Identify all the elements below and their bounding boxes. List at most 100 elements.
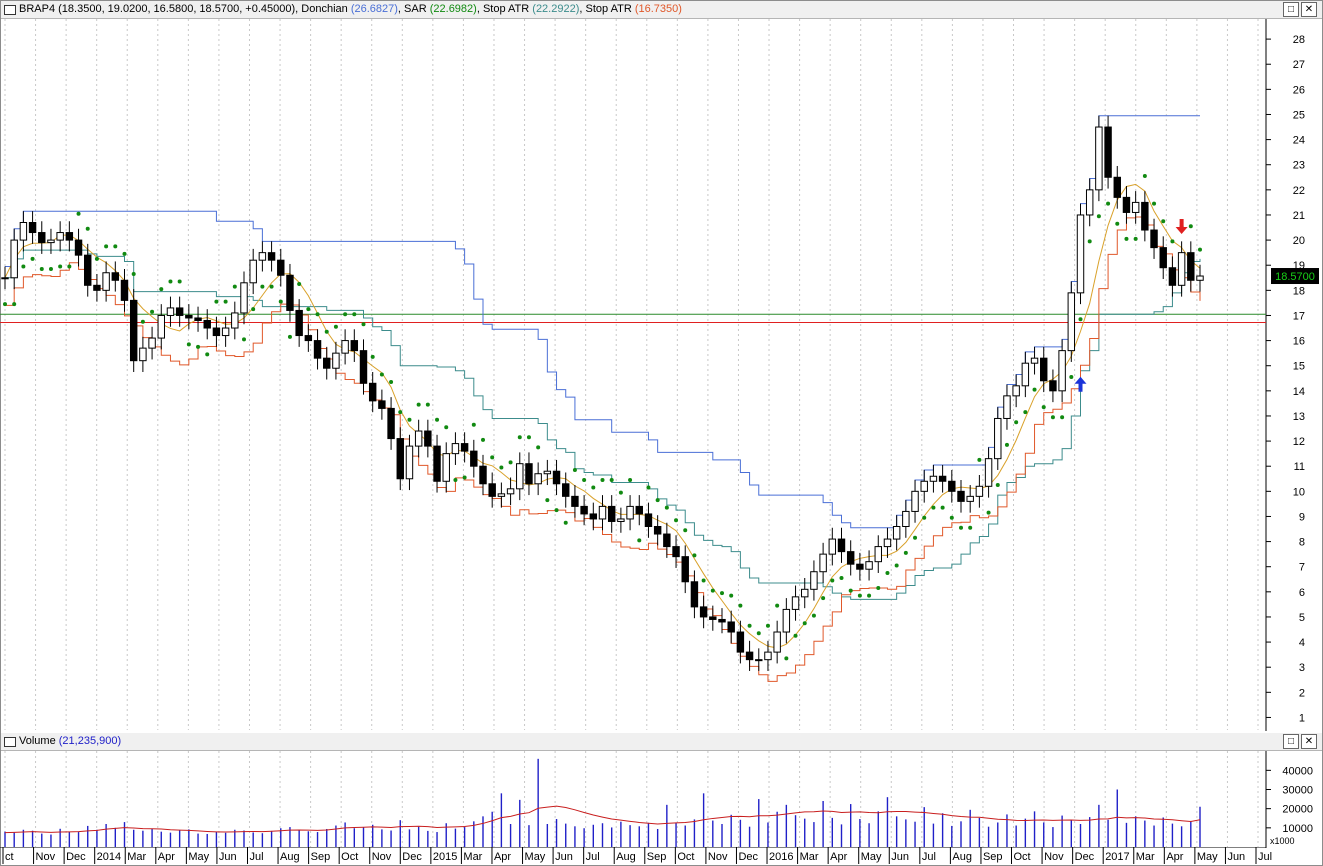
candle-body (1021, 362, 1030, 387)
candle-body (304, 335, 313, 342)
price-y-tick-label: 26 (1293, 84, 1305, 96)
candle-body (938, 475, 947, 482)
sar-dot (398, 410, 403, 415)
time-axis-label: Oct (677, 851, 694, 863)
sar-dot (710, 588, 715, 593)
candle-body (948, 480, 956, 492)
candle-body (782, 608, 791, 633)
candle-body (920, 480, 928, 492)
sar-dot (12, 302, 17, 307)
sar-dot (637, 538, 642, 543)
sar-dot (333, 324, 338, 329)
candle-body (313, 340, 322, 359)
candle-body (295, 309, 303, 337)
candle-body (911, 490, 919, 512)
stop-atr-line (5, 249, 1201, 600)
sar-dot (1152, 201, 1157, 206)
sar-dot (1161, 219, 1166, 224)
sar-dot (379, 372, 384, 377)
price-y-tick-label: 1 (1299, 712, 1305, 724)
buy-arrow-marker (1074, 376, 1087, 392)
price-y-tick-label: 10 (1293, 486, 1305, 498)
moving-average-line (4, 183, 1201, 649)
candle-body (249, 259, 257, 284)
candle-body (975, 485, 984, 497)
candle-body (433, 445, 441, 482)
candle-body (690, 581, 699, 608)
candle-body (28, 222, 37, 234)
candle-body (745, 651, 754, 661)
volume-restore-button[interactable]: □ (1283, 734, 1299, 749)
sar-dot (857, 593, 862, 598)
time-axis-label: Mar (463, 851, 482, 863)
sar-dot (1069, 375, 1074, 380)
sar-dot (122, 251, 127, 256)
candle-body (1049, 380, 1057, 392)
sar-dot (1078, 317, 1083, 322)
time-axis-label: Aug (280, 851, 300, 863)
candle-body (166, 307, 175, 316)
volume-close-button[interactable]: ✕ (1301, 734, 1317, 749)
sar-dot (435, 417, 440, 422)
candle-body (791, 596, 800, 610)
price-y-tick-label: 16 (1293, 336, 1305, 348)
time-axis-label: Dec (1075, 851, 1095, 863)
candle-body (883, 538, 892, 548)
sar-dot (499, 465, 504, 470)
sar-dot (94, 256, 99, 261)
candle-body (405, 445, 414, 480)
candle-body (1131, 201, 1140, 213)
sar-dot (425, 402, 430, 407)
sar-dot (913, 535, 918, 540)
candle-body (240, 282, 248, 314)
restore-button[interactable]: □ (1283, 2, 1299, 17)
price-y-tick-label: 25 (1293, 109, 1305, 121)
sar-dot (297, 282, 302, 287)
sar-dot (223, 299, 228, 304)
sar-dot (242, 337, 246, 342)
time-axis-label: Nov (1044, 851, 1064, 863)
candle-body (38, 232, 46, 244)
time-axis-label: 2016 (769, 851, 793, 863)
candle-body (414, 430, 423, 447)
sar-dot (416, 402, 421, 407)
candle-body (1040, 357, 1048, 382)
sar-dot (720, 591, 724, 596)
volume-legend: Volume (21,235,900) (19, 735, 121, 747)
sar-dot (389, 380, 394, 385)
candle-body (47, 239, 55, 244)
close-button[interactable]: ✕ (1301, 2, 1317, 17)
candle-body (286, 274, 294, 311)
sar-dot (545, 498, 550, 503)
candle-body (175, 307, 184, 316)
candle-body (589, 513, 598, 520)
sar-dot (784, 656, 789, 661)
time-axis-label: May (1197, 851, 1218, 863)
sar-dot (186, 342, 191, 347)
sar-dot (940, 505, 945, 510)
price-y-tick-label: 24 (1293, 135, 1305, 147)
pane-menu-icon[interactable] (4, 5, 16, 15)
volume-y-tick-label: 10000 (1282, 823, 1313, 835)
candle-body (258, 252, 267, 261)
indicator-donchian-value: (26.6827) (350, 3, 398, 15)
sar-dot (949, 515, 954, 520)
sar-dot (756, 631, 761, 636)
candle-body (562, 483, 570, 497)
sar-dot (48, 266, 53, 271)
time-axis-label: Dec (738, 851, 758, 863)
sar-dot (959, 525, 963, 530)
volume-pane-menu-icon[interactable] (4, 737, 16, 747)
candle-body (203, 319, 211, 329)
stop-atr-lower-line (5, 216, 1201, 682)
candle-body (525, 463, 533, 485)
candle-body (571, 495, 579, 507)
candle-body (699, 606, 708, 618)
sar-dot (922, 515, 927, 520)
price-y-tick-label: 7 (1299, 562, 1305, 574)
sar-dot (21, 264, 26, 269)
candle-body (1067, 292, 1076, 352)
price-pane-legend: BRAP4 (18.3500, 19.0200, 16.5800, 18.570… (19, 3, 682, 15)
candle-body (1196, 275, 1204, 281)
price-y-tick-label: 11 (1294, 461, 1305, 473)
